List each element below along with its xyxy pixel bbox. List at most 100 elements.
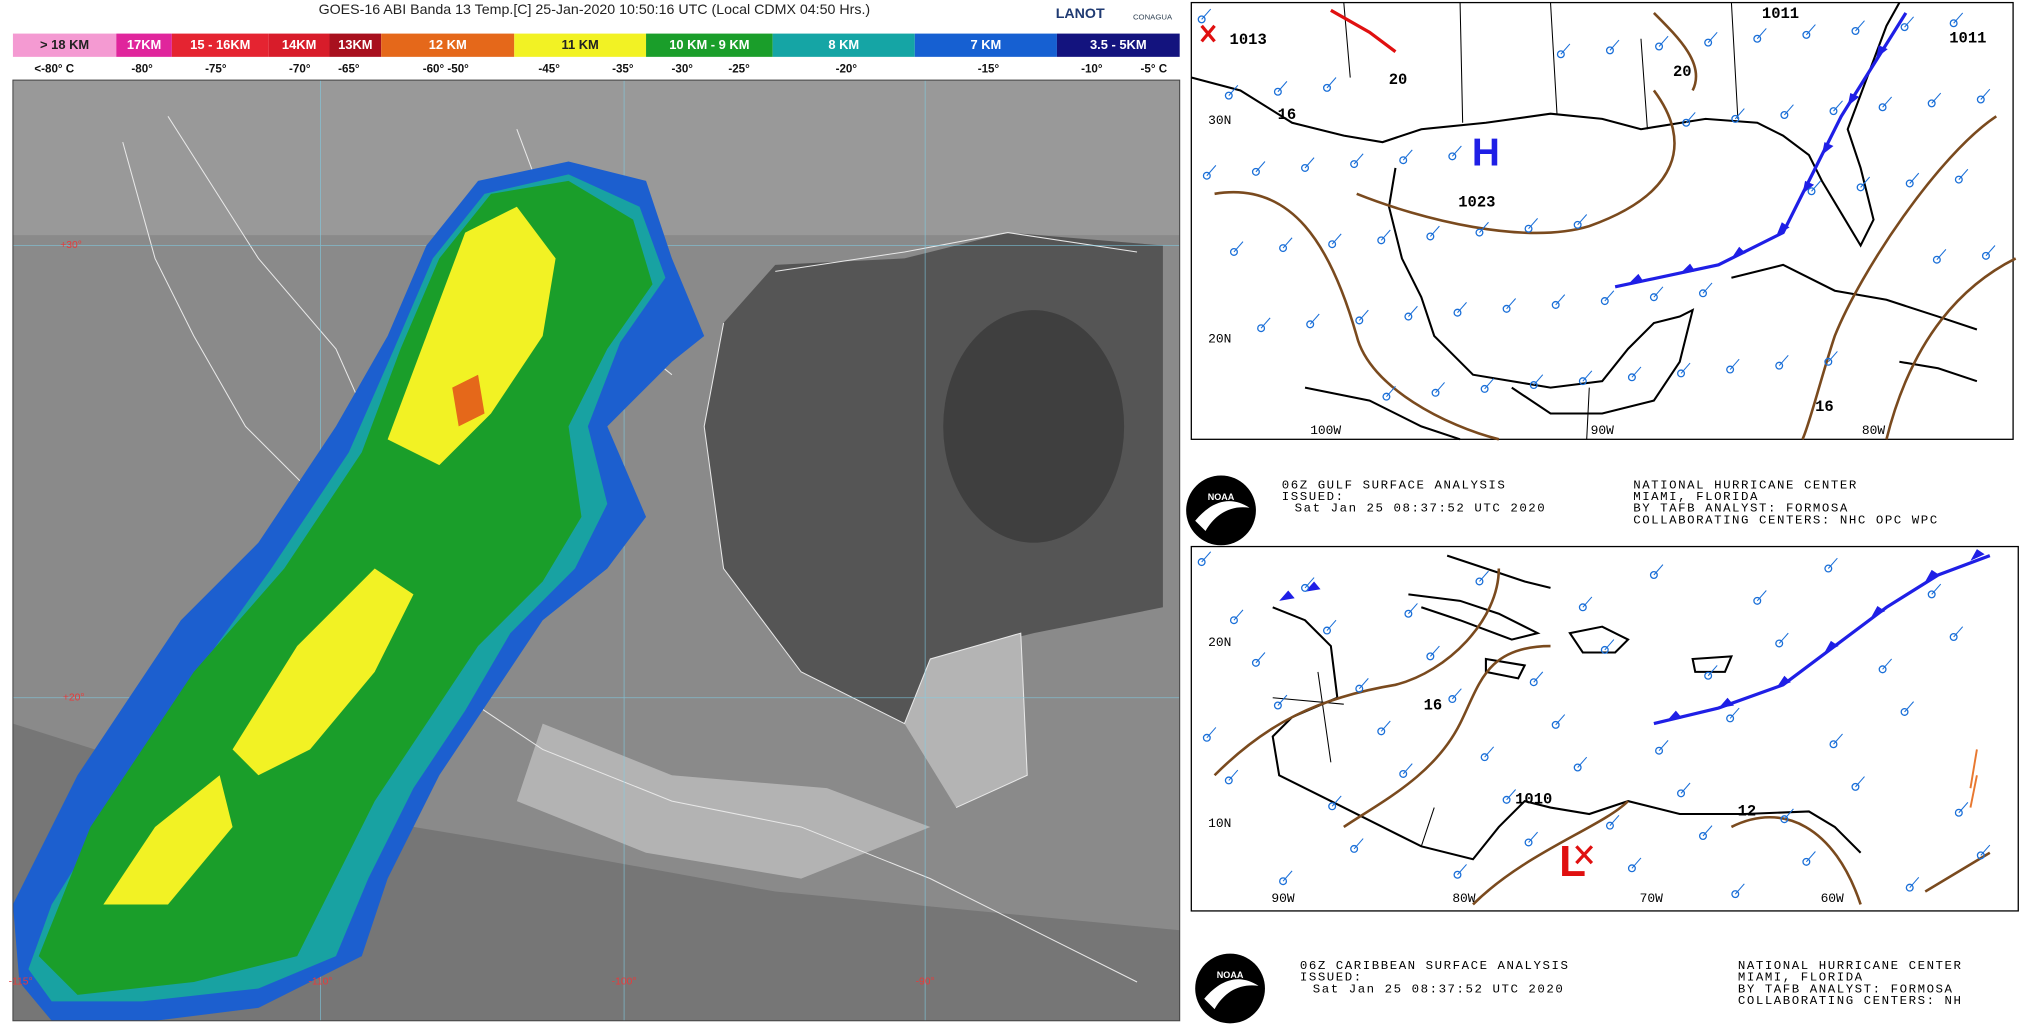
wind-barb <box>1953 626 1964 638</box>
legend-label: > 18 KM <box>40 37 89 52</box>
pressures: 1011 <box>1762 5 1799 23</box>
gulf-coastline <box>1191 2 1978 441</box>
wind-barb <box>1784 104 1794 116</box>
wind-barb <box>1702 282 1713 294</box>
wind-barb <box>1680 782 1691 794</box>
wind-barb <box>1380 720 1391 732</box>
caribbean-map <box>1190 545 2019 912</box>
lon-labels: 100W <box>1310 423 1341 438</box>
station-symbol <box>1426 232 1435 241</box>
wind-barb <box>1980 844 1991 856</box>
station-plots <box>1197 551 1991 899</box>
wind-barb <box>1658 35 1669 47</box>
station-symbol <box>1627 864 1636 873</box>
station-symbol <box>1600 645 1609 654</box>
station-symbol <box>1802 857 1811 866</box>
wind-barb <box>1904 701 1914 713</box>
wind-barb <box>1805 24 1816 36</box>
legend-label: 7 KM <box>970 37 1001 52</box>
station-symbol <box>1649 570 1658 579</box>
wind-barb <box>1582 596 1593 608</box>
temperature-label: -20° <box>836 62 858 75</box>
wind-barb <box>1904 16 1914 28</box>
lon-labels: 70W <box>1640 891 1663 906</box>
temperature-label: -30° <box>672 62 694 75</box>
wind-barb <box>1435 382 1445 394</box>
station-symbol <box>1605 46 1614 55</box>
wind-barb <box>1479 570 1489 582</box>
wind-barb <box>1506 298 1517 310</box>
lat-labels: 20N <box>1208 331 1231 346</box>
station-symbol <box>1753 596 1762 605</box>
wind-barb <box>1479 221 1489 233</box>
wind-barb <box>1980 88 1991 100</box>
yucatan <box>904 633 1028 808</box>
station-symbol <box>1551 720 1560 729</box>
station-symbol <box>1704 38 1713 47</box>
caption-center: NATIONAL HURRICANE CENTER <box>1633 478 1858 492</box>
feature-labels: 20 <box>1673 63 1692 81</box>
station-symbol <box>1524 838 1533 847</box>
wind-barb <box>1228 84 1239 96</box>
station-symbol <box>1775 361 1784 370</box>
station-symbol <box>1399 769 1408 778</box>
legend-swatch <box>171 33 269 57</box>
station-symbol <box>1949 19 1958 28</box>
station-symbol <box>1698 831 1707 840</box>
station-symbol <box>1726 365 1735 374</box>
wind-barb <box>1277 81 1288 93</box>
caption-location: MIAMI, FLORIDA <box>1738 971 1864 985</box>
scaled-layer: > 18 KM 17KM 15 - 16KM 14KM 13KM 12 KM 11 KM 10… <box>9 1 2019 1024</box>
station-symbol <box>1322 83 1331 92</box>
wind-barb <box>1228 769 1239 781</box>
wind-barb <box>1407 603 1418 615</box>
station-symbol <box>1328 802 1337 811</box>
wind-barb <box>1882 96 1893 108</box>
station-symbol <box>1605 821 1614 830</box>
map-labels: +30° +20° -115° -110° -100° -90° 1013 1011 1011 1… <box>9 5 1987 1008</box>
legend-swatch <box>268 33 330 57</box>
wind-barb <box>1326 77 1337 89</box>
station-symbol <box>1328 240 1337 249</box>
cloud-11km <box>387 206 556 466</box>
high-center: H <box>1472 131 1500 174</box>
lon-labels: 80W <box>1452 891 1475 906</box>
wind-barb <box>1702 825 1713 837</box>
trough <box>1969 749 1978 808</box>
caption-issued: ISSUED: <box>1282 490 1345 504</box>
caption-time: Sat Jan 25 08:37:52 UTC 2020 <box>1313 982 1565 996</box>
station-symbol <box>1731 114 1740 123</box>
station-symbol <box>1649 293 1658 302</box>
wind-barb <box>1555 294 1566 306</box>
station-symbol <box>1981 251 1990 260</box>
wind-barb <box>1451 145 1462 157</box>
legend-swatch <box>381 33 515 57</box>
station-symbol <box>1453 870 1462 879</box>
wind-barb <box>1201 8 1212 20</box>
station-symbol <box>1578 603 1587 612</box>
feature-labels: 12 <box>1738 802 1757 820</box>
wind-barb <box>1685 112 1696 124</box>
wind-barb <box>1358 678 1369 690</box>
wind-barb <box>1833 100 1843 112</box>
station-symbol <box>1573 763 1582 772</box>
wind-barb <box>1936 249 1947 261</box>
pressures: 1011 <box>1949 30 1986 48</box>
wind-barb <box>1429 645 1440 657</box>
station-symbol <box>1775 639 1784 648</box>
station-symbol <box>1954 808 1963 817</box>
caribbean-coastline <box>1271 554 1862 861</box>
noaa-logo: NOAA <box>1186 475 1256 546</box>
station-symbol <box>1878 103 1887 112</box>
low-center <box>1200 24 1216 43</box>
station-symbol <box>1600 297 1609 306</box>
satellite-title: GOES-16 ABI Banda 13 Temp.[C] 25-Jan-202… <box>319 2 871 18</box>
wind-barb <box>1778 632 1789 644</box>
wind-barb <box>1457 302 1467 314</box>
station-symbol <box>1306 320 1315 329</box>
station-symbol <box>1301 163 1310 172</box>
temperature-label: -25° <box>728 62 750 75</box>
wind-barb <box>1304 577 1315 589</box>
state-borders <box>1343 2 1739 440</box>
